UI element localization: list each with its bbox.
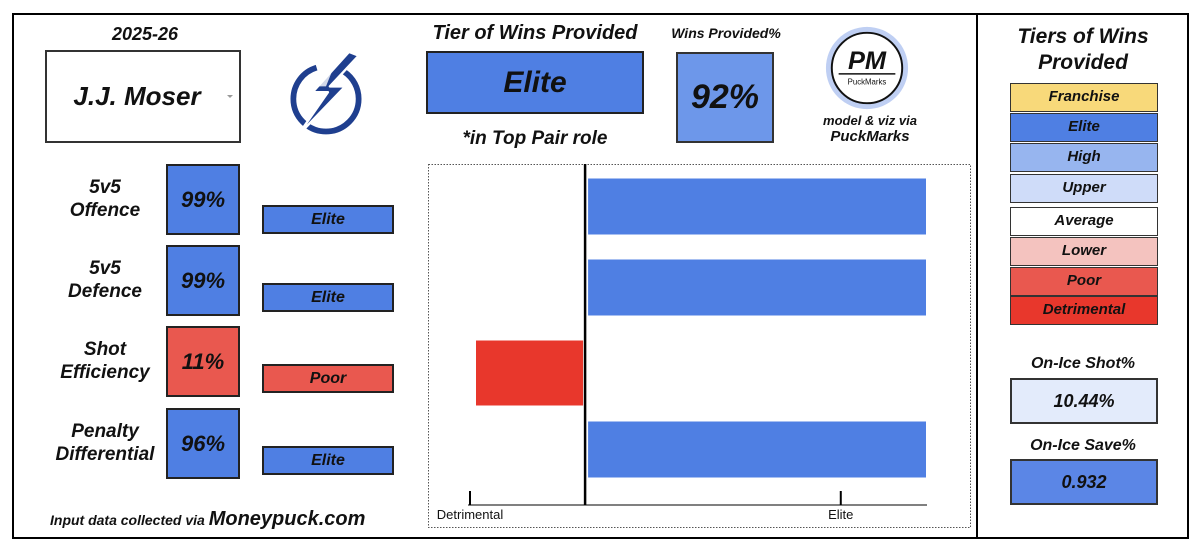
- on-ice-shot-box: 10.44%: [1010, 378, 1158, 424]
- legend-item-franchise: Franchise: [1010, 83, 1158, 112]
- footer-site: Moneypuck.com: [208, 508, 366, 530]
- metric-label-offence: 5v5 Offence: [69, 177, 141, 221]
- chart-tick-label: Elite: [828, 507, 853, 522]
- wins-provided-value: 92%: [690, 78, 760, 116]
- wins-provided-title: Wins Provided%: [671, 25, 781, 41]
- brand-logo-subtext: PuckMarks: [848, 78, 887, 87]
- chart-bar: [588, 421, 926, 478]
- tier-title: Tier of Wins Provided: [432, 22, 638, 44]
- chart-bar: [588, 259, 926, 316]
- chevron-down-icon[interactable]: [227, 95, 233, 98]
- legend-item-high: High: [1010, 143, 1158, 172]
- tier-value: Elite: [503, 66, 567, 99]
- metric-pct-box: 96%: [166, 408, 240, 479]
- chart-bar: [476, 340, 584, 406]
- legend-title: Tiers of Wins Provided: [1017, 25, 1149, 74]
- tier-value-box: Elite: [426, 51, 644, 114]
- metric-tier-box: Elite: [262, 446, 394, 475]
- player-select[interactable]: J.J. Moser: [45, 50, 241, 143]
- panel-divider: [976, 13, 978, 539]
- metric-tier: Elite: [311, 452, 345, 469]
- chart-bar: [588, 178, 926, 235]
- on-ice-save-value: 0.932: [1061, 472, 1107, 492]
- metric-label-penalty: Penalty Differential: [55, 421, 155, 465]
- metric-tier: Elite: [311, 211, 345, 228]
- wins-chart: Detrimental Elite: [428, 164, 971, 528]
- chart-tick-label: Detrimental: [437, 507, 504, 522]
- metric-tier: Poor: [309, 370, 347, 387]
- metric-pct: 99%: [180, 187, 226, 212]
- metric-label-shot-efficiency: Shot Efficiency: [60, 339, 150, 383]
- metric-tier-box: Poor: [262, 364, 394, 393]
- metric-pct-box: 11%: [166, 326, 240, 397]
- legend-item-detrimental: Detrimental: [1010, 296, 1158, 325]
- metric-pct-box: 99%: [166, 245, 240, 316]
- player-name: J.J. Moser: [73, 81, 201, 111]
- wins-provided-box: 92%: [676, 52, 774, 143]
- metric-tier: Elite: [311, 289, 345, 306]
- metric-pct-box: 99%: [166, 164, 240, 235]
- role-note: *in Top Pair role: [462, 128, 608, 149]
- footer-note: Input data collected via Moneypuck.com: [50, 508, 365, 531]
- legend-item-lower: Lower: [1010, 237, 1158, 266]
- on-ice-save-box: 0.932: [1010, 459, 1158, 505]
- credit-line: model & viz via: [823, 113, 917, 128]
- on-ice-shot-value: 10.44%: [1053, 391, 1115, 411]
- metric-pct: 99%: [180, 268, 226, 293]
- metric-tier-box: Elite: [262, 205, 394, 234]
- metric-pct: 96%: [180, 431, 226, 456]
- season-label: 2025-26: [111, 24, 179, 44]
- metric-pct: 11%: [181, 349, 225, 374]
- metric-tier-box: Elite: [262, 283, 394, 312]
- legend-item-poor: Poor: [1010, 267, 1158, 296]
- dashboard-frame: [12, 13, 1189, 539]
- puckmarks-logo: PM PuckMarks: [825, 26, 909, 110]
- credit: model & viz via PuckMarks: [800, 113, 940, 145]
- credit-name: PuckMarks: [830, 128, 910, 145]
- legend-item-upper: Upper: [1010, 174, 1158, 203]
- legend-item-elite: Elite: [1010, 113, 1158, 142]
- on-ice-shot-title: On-Ice Shot%: [1030, 355, 1135, 372]
- metric-label-defence: 5v5 Defence: [68, 258, 142, 302]
- brand-logo-text: PM: [848, 47, 887, 75]
- footer-prefix: Input data collected via: [50, 512, 209, 528]
- on-ice-save-title: On-Ice Save%: [1030, 437, 1136, 454]
- legend-item-average: Average: [1010, 207, 1158, 236]
- team-logo-lightning-icon: [290, 50, 362, 138]
